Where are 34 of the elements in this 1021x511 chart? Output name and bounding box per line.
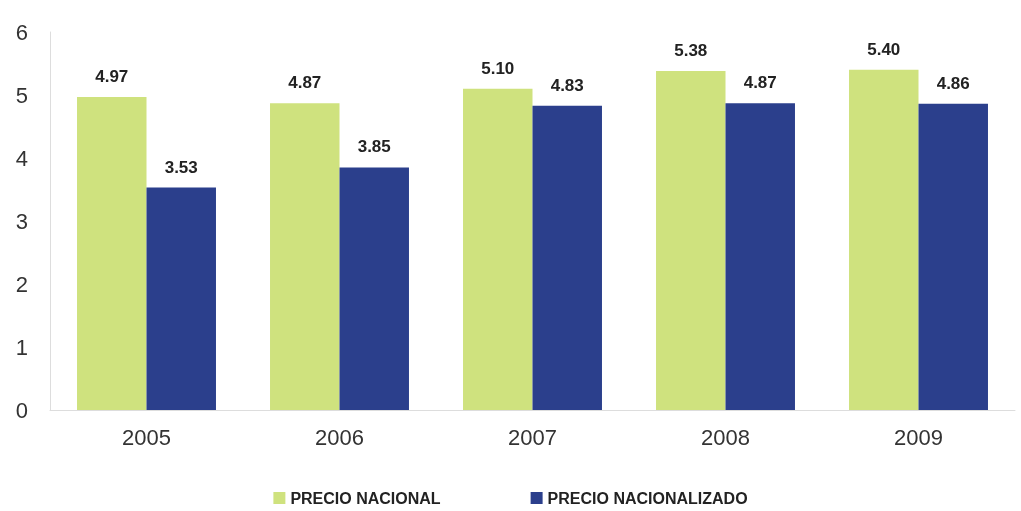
data-label: 5.10: [481, 58, 515, 78]
data-label: 4.87: [288, 73, 322, 93]
bar: [463, 88, 533, 410]
data-label: 4.86: [936, 73, 970, 93]
bar: [725, 103, 795, 410]
x-tick-label: 2007: [508, 424, 557, 450]
bar: [339, 167, 409, 410]
bar: [532, 105, 602, 410]
data-label: 4.87: [743, 73, 777, 93]
legend-label: PRECIO NACIONAL: [290, 489, 441, 507]
y-tick-label: 5: [15, 82, 28, 108]
bar: [918, 103, 988, 410]
data-label: 4.97: [95, 66, 129, 86]
bar: [849, 69, 919, 410]
y-tick-label: 2: [15, 271, 28, 297]
y-tick-label: 3: [15, 208, 28, 234]
y-tick-label: 4: [15, 145, 28, 171]
bar: [77, 96, 147, 410]
data-label: 5.38: [674, 41, 708, 61]
bar: [656, 71, 726, 410]
data-label: 3.53: [164, 157, 198, 177]
data-label: 5.40: [867, 39, 901, 59]
x-tick-label: 2008: [701, 424, 750, 450]
bar: [270, 103, 340, 410]
y-tick-label: 6: [15, 19, 28, 45]
bar: [146, 187, 216, 410]
x-tick-label: 2005: [122, 424, 171, 450]
legend-label: PRECIO NACIONALIZADO: [547, 489, 748, 507]
data-label: 3.85: [357, 137, 391, 157]
y-tick-label: 0: [15, 397, 28, 423]
x-tick-label: 2006: [315, 424, 364, 450]
x-tick-label: 2009: [894, 424, 943, 450]
data-label: 4.83: [550, 75, 584, 95]
y-tick-label: 1: [15, 334, 28, 360]
